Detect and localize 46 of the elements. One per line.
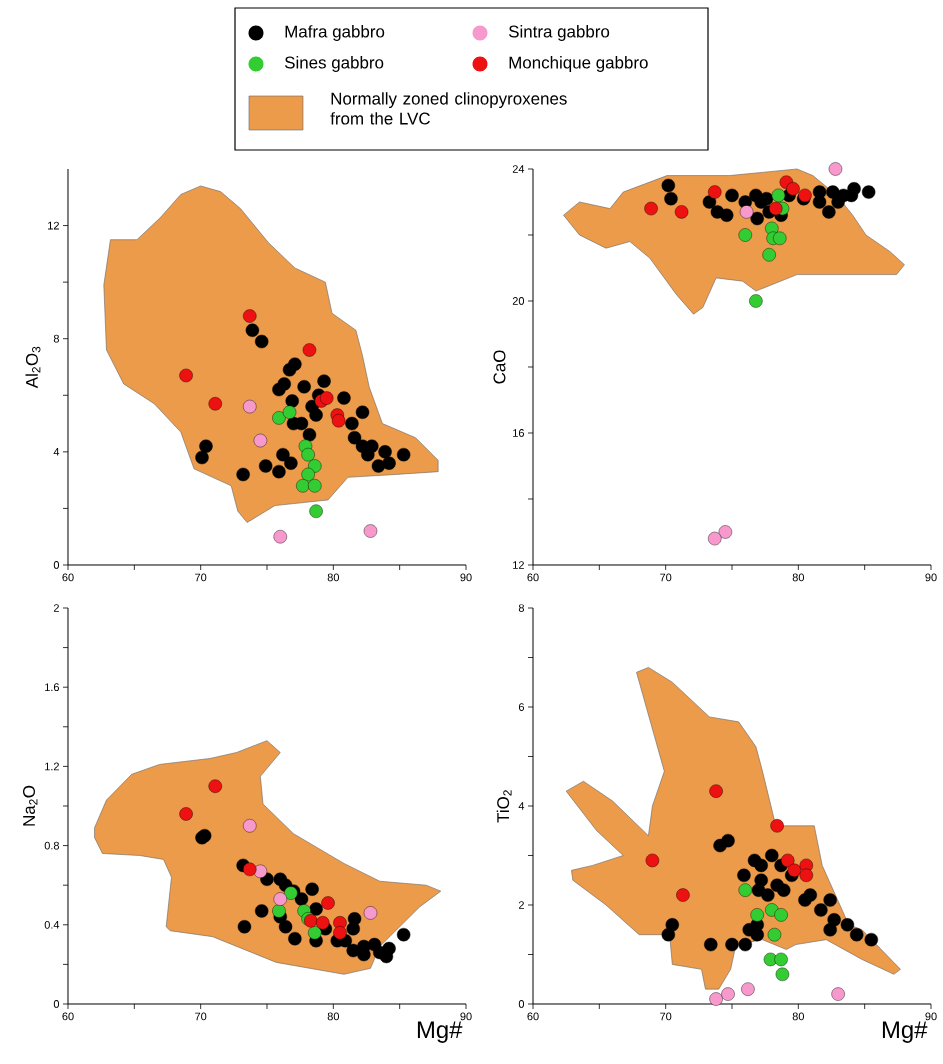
x-axis-title: Mg# — [882, 1021, 928, 1043]
y-tick-label: 12 — [48, 221, 59, 230]
x-tick-label: 70 — [660, 573, 672, 582]
y-tick-label: 12 — [513, 561, 524, 569]
y-axis-title: Al$_{2}$O$_{3}$ — [25, 346, 41, 389]
y-axis-title: TiO$_{2}$ — [496, 790, 512, 823]
x-tick-label: 70 — [660, 1012, 672, 1021]
x-tick-label: 80 — [792, 1012, 804, 1021]
y-tick-label: 1.2 — [45, 762, 59, 771]
y-tick-label: 20 — [512, 297, 525, 305]
y-axis-title: CaO — [493, 350, 506, 384]
y-tick-label: 24 — [512, 165, 525, 173]
x-tick-label: 70 — [195, 573, 207, 582]
y-tick-label: 0.4 — [44, 920, 60, 929]
y-tick-label: 0 — [518, 1000, 525, 1008]
x-tick-label: 90 — [925, 1012, 937, 1021]
y-tick-label: 2 — [53, 604, 59, 612]
x-tick-label: 60 — [62, 1012, 74, 1021]
x-tick-label: 60 — [527, 1012, 539, 1021]
x-tick-label: 60 — [527, 573, 539, 582]
x-tick-label: 90 — [925, 573, 937, 582]
x-tick-label: 90 — [460, 1012, 472, 1021]
y-tick-label: 0 — [53, 1000, 60, 1008]
x-tick-label: 70 — [195, 1012, 207, 1021]
x-tick-label: 80 — [327, 1012, 339, 1021]
x-tick-label: 90 — [460, 573, 472, 582]
y-tick-label: 4 — [53, 448, 60, 456]
y-tick-label: 16 — [513, 429, 524, 437]
y-tick-label: 8 — [518, 604, 524, 612]
y-tick-label: 2 — [518, 901, 524, 909]
y-axis-title: Na$_{2}$O — [22, 785, 38, 826]
y-tick-label: 8 — [53, 334, 59, 343]
y-tick-label: 1.6 — [45, 683, 59, 692]
legend-label: Sintra gabbro — [508, 25, 610, 41]
legend-label: Sines gabbro — [284, 56, 384, 72]
y-tick-label: 0.8 — [44, 841, 59, 850]
x-tick-label: 80 — [327, 573, 339, 582]
x-axis-title: Mg# — [417, 1021, 463, 1043]
y-tick-label: 0 — [53, 561, 60, 569]
legend-label: Mafra gabbro — [285, 25, 385, 41]
legend-label: Normally zoned clinopyroxenes from the LVC — [330, 92, 567, 125]
x-tick-label: 80 — [792, 573, 804, 582]
x-tick-label: 60 — [62, 573, 74, 582]
y-tick-label: 6 — [518, 703, 524, 711]
legend-label: Monchique gabbro — [509, 56, 648, 72]
y-tick-label: 4 — [518, 802, 525, 810]
